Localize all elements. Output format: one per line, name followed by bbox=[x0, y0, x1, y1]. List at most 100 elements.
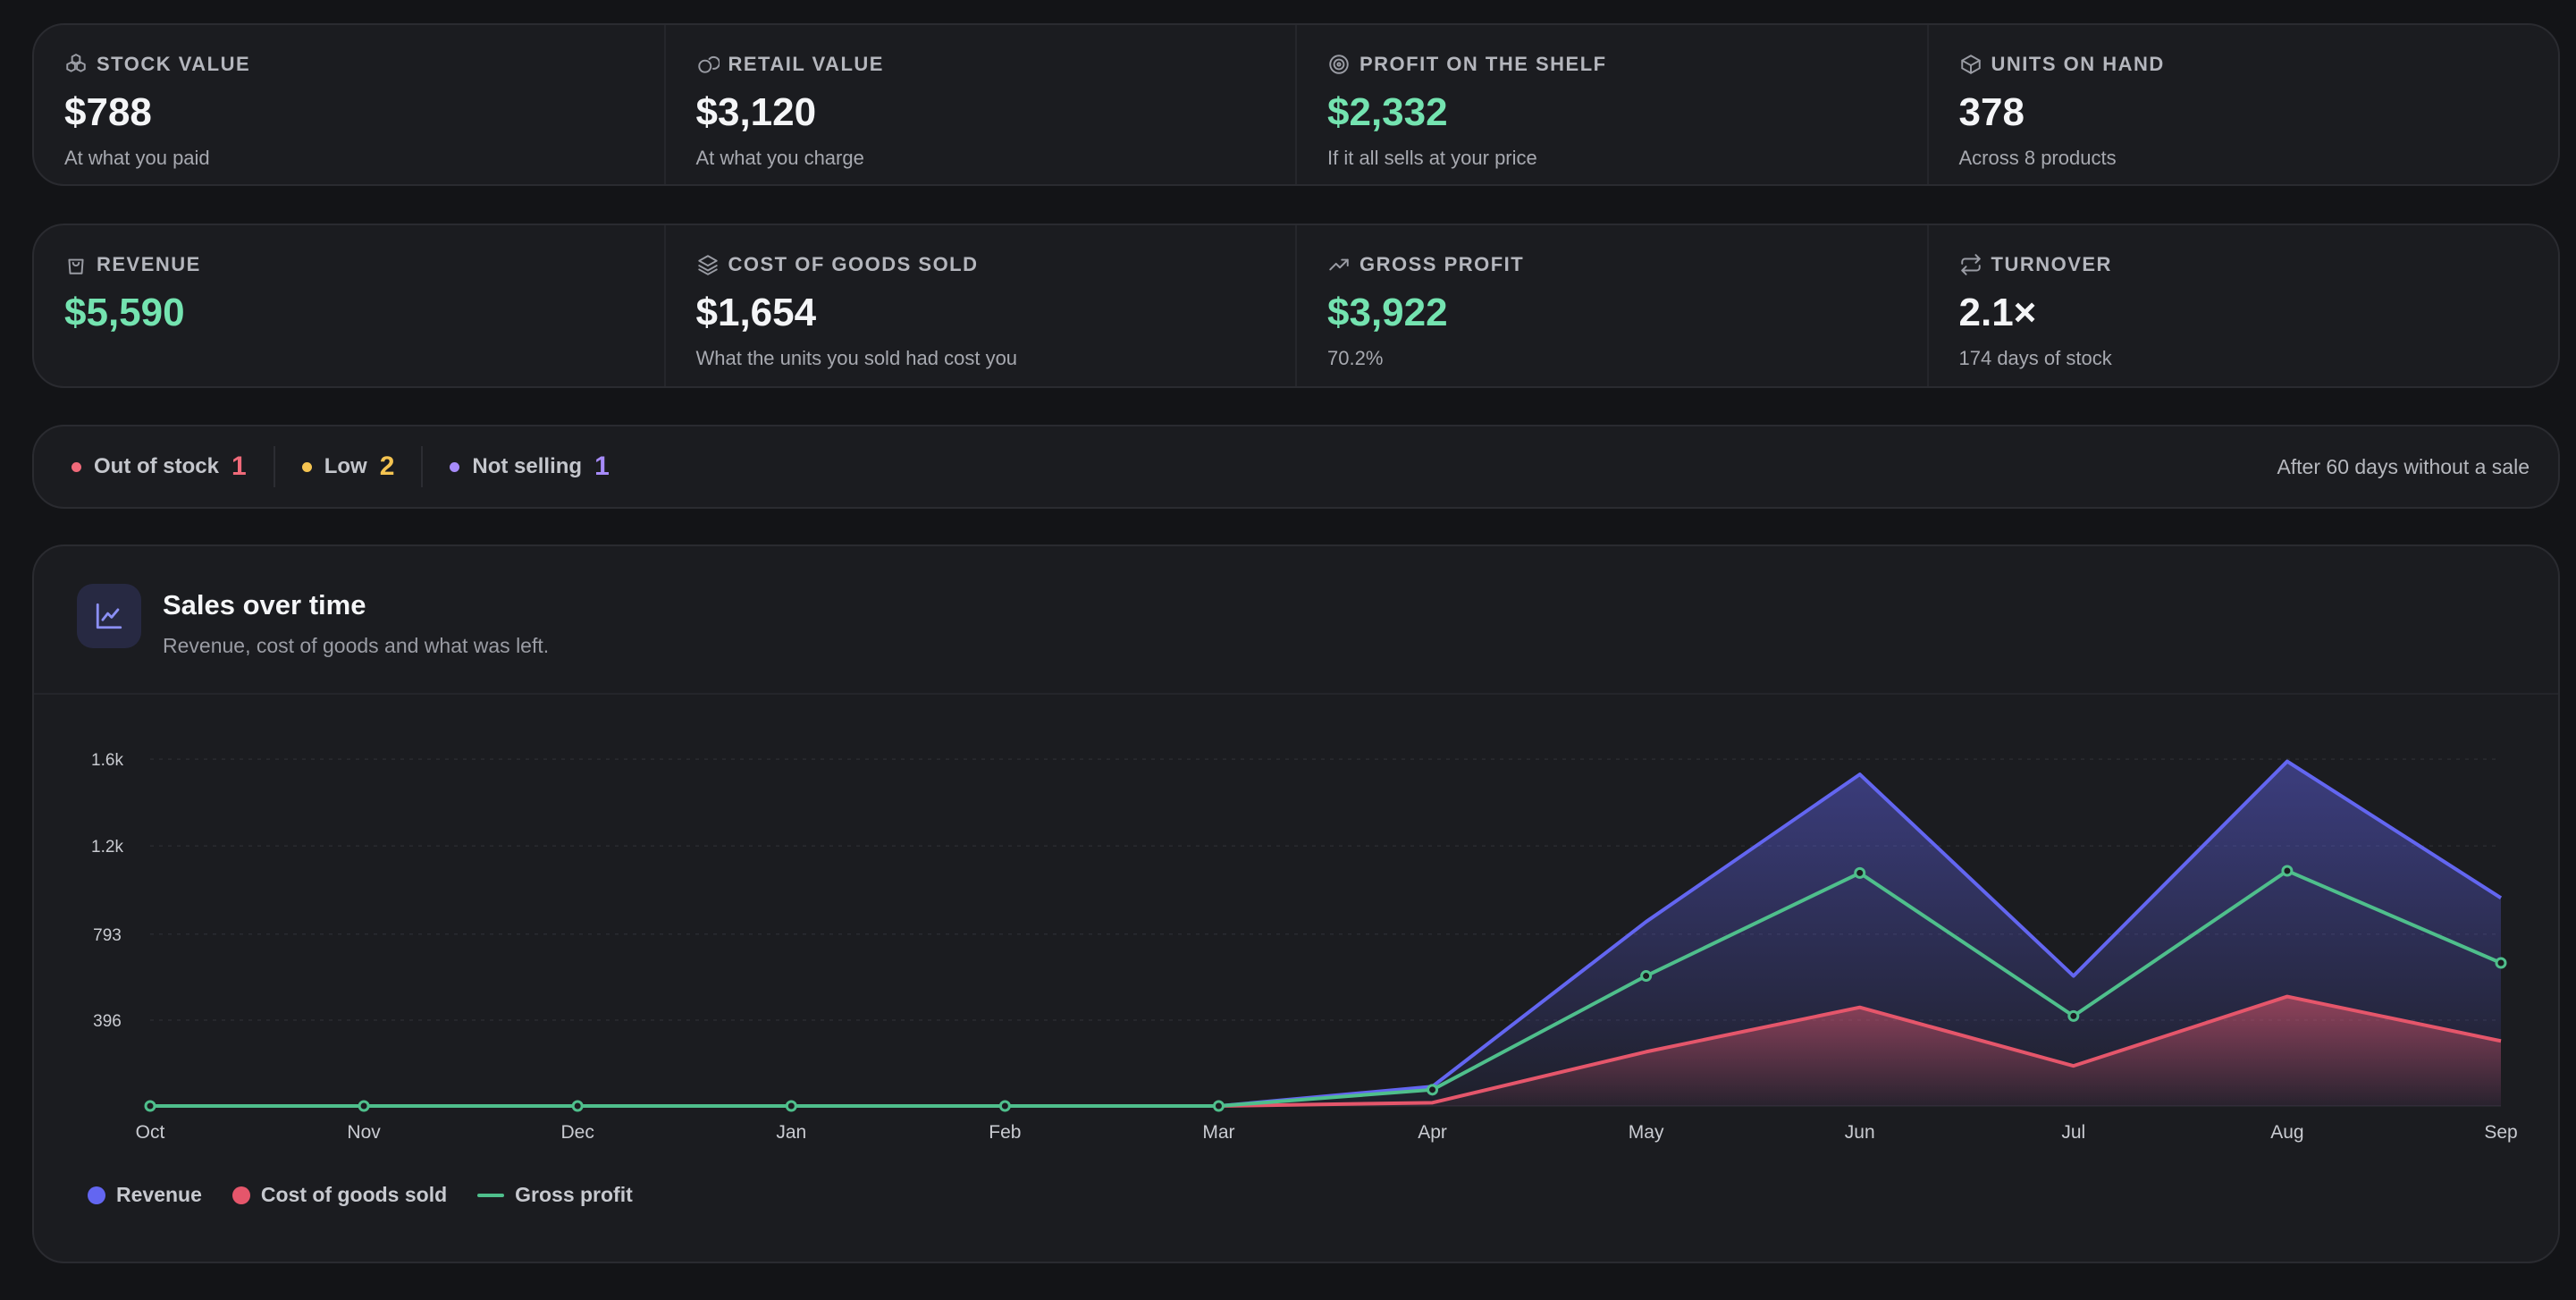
legend-swatch bbox=[477, 1193, 505, 1197]
y-tick-label: 1.6k bbox=[91, 751, 123, 770]
stat-label: STOCK VALUE bbox=[97, 53, 251, 75]
gross-profit-point bbox=[2281, 865, 2294, 877]
trending-up-icon bbox=[1327, 253, 1351, 276]
status-dot bbox=[450, 461, 460, 472]
stat-value: $1,654 bbox=[695, 291, 817, 334]
stat-value: $3,120 bbox=[695, 90, 817, 134]
y-tick-label: 793 bbox=[93, 926, 122, 945]
cogs-area bbox=[150, 996, 2501, 1106]
stat-value: $3,922 bbox=[1327, 291, 1448, 334]
stat-subtext: 174 days of stock bbox=[1958, 347, 2112, 369]
stat-units-on-hand: UNITS ON HAND 378 Across 8 products bbox=[1926, 25, 2559, 184]
legend-cogs[interactable]: Cost of goods sold bbox=[232, 1183, 447, 1207]
stat-label: PROFIT ON THE SHELF bbox=[1360, 53, 1607, 75]
stat-gross-profit: GROSS PROFIT $3,922 70.2% bbox=[1295, 225, 1927, 386]
x-tick-label: Jun bbox=[1845, 1122, 1875, 1143]
stock-status-bar: Out of stock 1 Low 2 Not selling 1 After… bbox=[32, 425, 2560, 509]
shopping-bag-icon bbox=[64, 253, 88, 276]
legend-swatch bbox=[232, 1186, 250, 1204]
y-tick-label: 1.2k bbox=[91, 838, 123, 857]
stat-value: $2,332 bbox=[1327, 90, 1448, 134]
stat-subtext: 70.2% bbox=[1327, 347, 1384, 369]
gross-profit-point bbox=[2495, 957, 2507, 969]
stat-label: TURNOVER bbox=[1991, 253, 2112, 275]
x-tick-label: Apr bbox=[1418, 1122, 1447, 1143]
inventory-stats-card: STOCK VALUE $788 At what you paid RETAIL VA… bbox=[32, 23, 2560, 186]
status-label: Not selling bbox=[472, 454, 583, 478]
legend-label: Gross profit bbox=[515, 1183, 633, 1206]
status-label: Out of stock bbox=[94, 454, 220, 478]
chart-divider bbox=[34, 693, 2558, 695]
status-count: 1 bbox=[232, 452, 247, 481]
stat-cost-of-goods-sold: COST OF GOODS SOLD $1,654 What the units y… bbox=[663, 225, 1296, 386]
x-tick-label: Aug bbox=[2270, 1122, 2303, 1143]
status-count: 2 bbox=[379, 452, 395, 481]
status-out-of-stock[interactable]: Out of stock 1 bbox=[72, 452, 247, 482]
x-tick-label: Nov bbox=[347, 1122, 381, 1143]
x-tick-label: Dec bbox=[561, 1122, 594, 1143]
gross-profit-point bbox=[1427, 1084, 1439, 1096]
divider bbox=[421, 446, 424, 487]
stat-value: $5,590 bbox=[64, 291, 185, 334]
status-dot bbox=[301, 461, 312, 472]
x-tick-label: Jan bbox=[776, 1122, 806, 1143]
status-count: 1 bbox=[594, 452, 610, 481]
stat-subtext: If it all sells at your price bbox=[1327, 147, 1537, 169]
chart-title: Sales over time bbox=[163, 589, 366, 620]
status-low[interactable]: Low 2 bbox=[301, 452, 395, 482]
package-icon bbox=[1959, 53, 1983, 76]
y-tick-label: 396 bbox=[93, 1012, 122, 1031]
gross-profit-point bbox=[144, 1100, 156, 1112]
x-tick-label: Oct bbox=[136, 1122, 165, 1143]
stat-subtext: At what you paid bbox=[64, 147, 210, 169]
legend-swatch bbox=[88, 1186, 105, 1204]
stat-turnover: TURNOVER 2.1× 174 days of stock bbox=[1926, 225, 2559, 386]
stat-profit-on-the-shelf: PROFIT ON THE SHELF $2,332 If it all sells… bbox=[1295, 25, 1927, 184]
legend-gross-profit[interactable]: Gross profit bbox=[477, 1183, 633, 1207]
stat-label: RETAIL VALUE bbox=[728, 53, 884, 75]
layers-icon bbox=[696, 253, 720, 276]
gross-profit-point bbox=[571, 1100, 584, 1112]
x-tick-label: Sep bbox=[2484, 1122, 2517, 1143]
gross-profit-point bbox=[785, 1100, 797, 1112]
gross-profit-point bbox=[1854, 866, 1866, 879]
x-tick-label: Jul bbox=[2061, 1122, 2085, 1143]
stat-label: COST OF GOODS SOLD bbox=[728, 253, 979, 275]
stat-value: 378 bbox=[1958, 90, 2025, 134]
coins-icon bbox=[696, 53, 720, 76]
x-tick-label: Feb bbox=[989, 1122, 1021, 1143]
gross-profit-point bbox=[2067, 1009, 2080, 1022]
sales-chart: 396 793 1.2k 1.6k Oct Nov Dec Jan Feb Mar Apr May Ju… bbox=[91, 751, 2518, 1143]
stat-value: $788 bbox=[64, 90, 152, 134]
status-note: After 60 days without a sale bbox=[2277, 454, 2530, 478]
line-chart-icon bbox=[77, 584, 141, 648]
stat-revenue: REVENUE $5,590 bbox=[34, 225, 664, 386]
stat-value: 2.1× bbox=[1958, 291, 2037, 334]
legend-label: Cost of goods sold bbox=[260, 1183, 448, 1206]
stat-label: REVENUE bbox=[97, 253, 201, 275]
chart-subtitle: Revenue, cost of goods and what was left… bbox=[163, 634, 550, 657]
x-tick-label: Mar bbox=[1202, 1122, 1234, 1143]
stat-subtext: Across 8 products bbox=[1958, 147, 2117, 169]
stat-label: UNITS ON HAND bbox=[1991, 53, 2165, 75]
divider bbox=[273, 446, 275, 487]
status-not-selling[interactable]: Not selling 1 bbox=[450, 452, 610, 482]
stat-label: GROSS PROFIT bbox=[1360, 253, 1525, 275]
stat-subtext: What the units you sold had cost you bbox=[695, 347, 1018, 369]
chart-legend: Revenue Cost of goods sold Gross profit bbox=[88, 1183, 633, 1207]
status-dot bbox=[72, 461, 81, 472]
target-icon bbox=[1327, 53, 1351, 76]
x-tick-label: May bbox=[1629, 1122, 1664, 1143]
sales-chart-card: Sales over time Revenue, cost of goods a… bbox=[32, 544, 2560, 1263]
stat-stock-value: STOCK VALUE $788 At what you paid bbox=[34, 25, 664, 184]
revenue-area bbox=[150, 761, 2501, 1106]
gross-profit-point bbox=[1640, 970, 1653, 983]
stat-retail-value: RETAIL VALUE $3,120 At what you charge bbox=[663, 25, 1296, 184]
stat-subtext: At what you charge bbox=[695, 147, 864, 169]
gross-profit-point bbox=[998, 1100, 1011, 1112]
legend-revenue[interactable]: Revenue bbox=[88, 1183, 202, 1207]
gross-profit-line bbox=[150, 868, 2502, 1108]
repeat-icon bbox=[1959, 253, 1983, 276]
chart-header: Sales over time Revenue, cost of goods a… bbox=[77, 584, 549, 658]
boxes-icon bbox=[64, 53, 88, 76]
